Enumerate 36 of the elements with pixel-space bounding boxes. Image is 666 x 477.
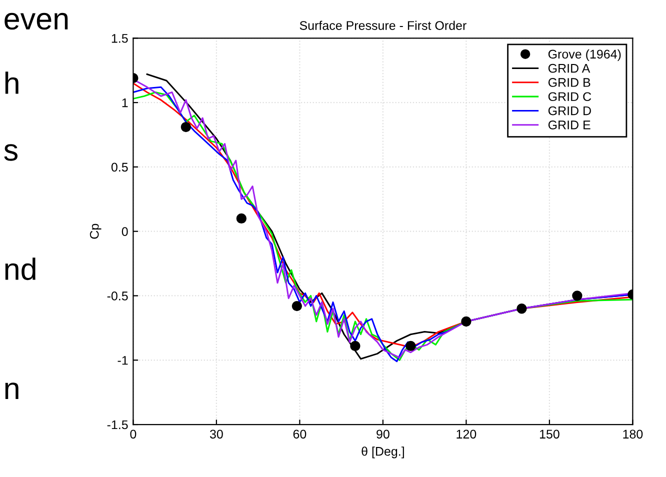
y-tick-label: 0.5 <box>111 162 128 172</box>
legend-label: GRID D <box>548 106 591 116</box>
y-tick-label: 1 <box>122 98 128 108</box>
y-tick-label: 1.5 <box>112 34 128 43</box>
text: n <box>5 382 18 400</box>
chart-title: Surface Pressure - First Order <box>300 20 466 30</box>
point <box>292 300 302 312</box>
y-axis-title: Cp <box>90 224 102 239</box>
point <box>236 213 247 224</box>
text: h <box>5 72 18 94</box>
text: s <box>4 144 18 161</box>
point <box>180 122 192 132</box>
text: nd <box>5 258 36 280</box>
point <box>350 340 360 352</box>
text: even <box>4 12 68 30</box>
legend-label: GRID C <box>548 92 592 102</box>
legend-label: Grove (1964) <box>548 49 621 62</box>
legend-label: GRID B <box>548 78 590 87</box>
point <box>406 340 416 352</box>
x-tick-label: 180 <box>623 430 643 439</box>
y-tick-label: -1 <box>118 356 128 365</box>
y-tick-label: -0.5 <box>107 292 128 300</box>
x-tick-label: 90 <box>376 430 390 439</box>
point <box>572 290 582 301</box>
y-tick-label: 0 <box>122 227 128 236</box>
x-tick-label: 120 <box>456 430 476 439</box>
y-tick-label: -1.5 <box>107 420 128 430</box>
point <box>516 304 527 314</box>
legend-label: GRID E <box>548 120 590 130</box>
point <box>461 316 472 327</box>
x-axis-title: θ [Deg.] <box>362 446 404 458</box>
x-tick-label: 150 <box>540 430 560 439</box>
legend-label: GRID A <box>548 64 590 73</box>
x-tick-label: 60 <box>293 430 306 439</box>
x-tick-label: 0 <box>130 430 136 439</box>
x-tick-label: 30 <box>210 430 223 439</box>
